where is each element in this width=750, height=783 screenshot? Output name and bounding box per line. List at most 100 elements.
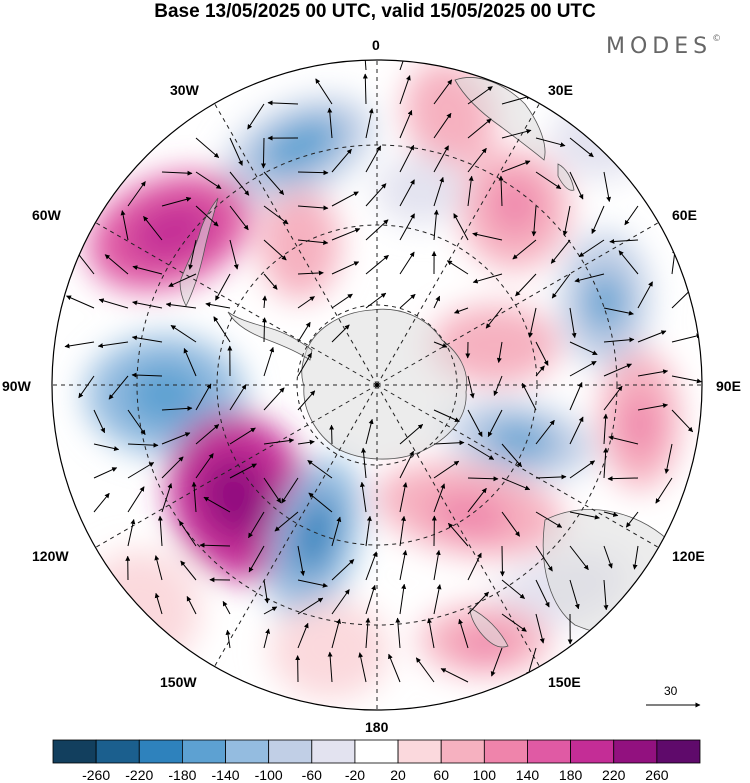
wind-vector bbox=[161, 196, 192, 207]
wind-vector bbox=[625, 511, 639, 528]
wind-vector bbox=[574, 273, 605, 283]
wind-vector bbox=[535, 474, 567, 480]
wind-vector bbox=[637, 330, 667, 343]
wind-vector bbox=[433, 341, 448, 348]
madagascar-landmass bbox=[557, 163, 575, 191]
wind-vector bbox=[569, 382, 583, 411]
wind-vector bbox=[120, 210, 129, 241]
colorbar-swatch bbox=[527, 739, 571, 764]
wind-vector bbox=[329, 424, 335, 445]
wind-vector bbox=[297, 579, 328, 588]
wind-vector bbox=[490, 647, 503, 677]
wind-vector bbox=[161, 483, 173, 513]
colorbar-tick-label: 20 bbox=[390, 767, 406, 783]
wind-vector bbox=[131, 335, 163, 343]
wind-vector bbox=[263, 477, 282, 504]
wind-vector bbox=[361, 447, 367, 479]
wind-vector bbox=[501, 129, 532, 139]
colorbar-tick-label: 60 bbox=[433, 767, 449, 783]
anomaly-cell bbox=[270, 600, 390, 700]
wind-vectors bbox=[64, 60, 702, 683]
wind-vector bbox=[127, 181, 146, 207]
colorbar-swatch bbox=[95, 739, 140, 764]
wind-vector bbox=[331, 293, 353, 309]
wind-vector bbox=[127, 462, 155, 479]
wind-vector bbox=[127, 409, 146, 436]
wind-vector bbox=[569, 360, 597, 377]
antarctic-peninsula bbox=[227, 311, 313, 361]
wind-vector bbox=[263, 628, 271, 649]
wind-vector bbox=[261, 317, 267, 343]
wind-vector bbox=[362, 73, 368, 105]
wind-vector bbox=[433, 483, 446, 513]
wind-vector bbox=[297, 321, 311, 343]
wind-vector bbox=[399, 251, 415, 275]
wind-vector bbox=[433, 145, 449, 173]
wind-vector bbox=[365, 254, 389, 275]
wind-vector bbox=[154, 592, 163, 615]
wind-vector bbox=[578, 239, 605, 258]
wind-vector bbox=[535, 545, 553, 572]
colorbar-tick-label: 260 bbox=[645, 767, 669, 783]
wind-vector bbox=[467, 118, 492, 139]
wind-vector bbox=[365, 145, 382, 173]
meridian-line bbox=[376, 103, 540, 386]
longitude-label-90e: 90E bbox=[716, 378, 741, 394]
colorbar-tick-label: -140 bbox=[212, 767, 240, 783]
colorbar-swatch bbox=[311, 739, 356, 764]
wind-vector bbox=[535, 579, 550, 608]
colorbar-swatch bbox=[656, 739, 701, 764]
meridian-line bbox=[95, 384, 378, 548]
wind-vector bbox=[467, 552, 482, 581]
south-pole-marker bbox=[375, 383, 379, 387]
wind-vector bbox=[263, 273, 278, 290]
wind-vector bbox=[399, 293, 416, 309]
wind-vector bbox=[297, 205, 329, 211]
wind-vector bbox=[195, 453, 214, 479]
brand-mark: © bbox=[712, 33, 722, 44]
wind-vector bbox=[551, 273, 571, 299]
wind-vector bbox=[433, 209, 439, 241]
wind-vector bbox=[143, 216, 163, 241]
wind-vector bbox=[399, 583, 407, 615]
wind-vector bbox=[297, 439, 315, 445]
wind-vector bbox=[569, 511, 600, 520]
anomaly-cell bbox=[585, 272, 625, 332]
wind-vector bbox=[399, 482, 408, 513]
wind-vector bbox=[608, 435, 639, 445]
wind-vector bbox=[603, 385, 623, 411]
longitude-label-150e: 150E bbox=[548, 674, 581, 690]
wind-vector bbox=[98, 298, 129, 309]
wind-vector bbox=[93, 467, 118, 479]
wind-vector bbox=[569, 416, 584, 445]
anomaly-cell bbox=[375, 155, 465, 225]
wind-vector bbox=[501, 477, 531, 491]
wind-vector bbox=[550, 239, 571, 264]
wind-vector bbox=[127, 519, 136, 547]
wind-vector bbox=[195, 205, 219, 227]
wind-vector bbox=[297, 296, 315, 309]
wind-vector bbox=[229, 463, 257, 479]
meridian-line bbox=[376, 222, 659, 386]
wind-vector bbox=[512, 239, 537, 260]
wind-vector bbox=[331, 589, 350, 615]
wind-vector bbox=[191, 481, 197, 513]
colorbar-tick-label: 140 bbox=[516, 767, 540, 783]
wind-vector bbox=[331, 559, 355, 581]
wind-vector bbox=[229, 205, 249, 231]
colorbar-swatch bbox=[225, 739, 270, 764]
anomaly-cell bbox=[125, 363, 205, 427]
wind-vector bbox=[472, 232, 503, 241]
wind-vector bbox=[66, 295, 95, 309]
modes-logo: MODES© bbox=[606, 34, 721, 59]
wind-vector bbox=[535, 419, 555, 445]
wind-vector bbox=[263, 346, 275, 377]
wind-vector bbox=[535, 171, 562, 190]
anomaly-cell bbox=[200, 455, 272, 539]
wind-vector bbox=[433, 295, 441, 309]
wind-vector bbox=[186, 596, 197, 615]
wind-vector bbox=[427, 618, 435, 649]
colorbar-swatch bbox=[268, 739, 313, 764]
wind-vector bbox=[222, 600, 231, 615]
wind-vector bbox=[267, 100, 299, 106]
